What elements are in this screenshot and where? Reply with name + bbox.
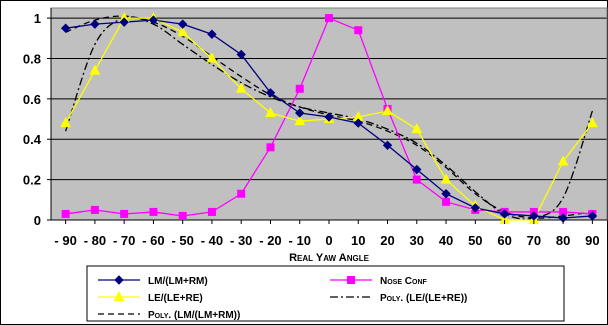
x-tick-label: - 70 <box>113 233 135 248</box>
x-tick-label: 30 <box>410 233 424 248</box>
x-tick-label: - 40 <box>201 233 223 248</box>
series-1-point <box>442 197 451 206</box>
series-1-point <box>295 84 304 93</box>
x-tick-label: - 80 <box>84 233 106 248</box>
x-tick-label: - 50 <box>171 233 193 248</box>
x-tick-label: 0 <box>325 233 332 248</box>
series-1-point <box>266 143 275 152</box>
legend-swatch-marker <box>113 290 125 301</box>
y-tick-labels: 0 0.2 0.4 0.6 0.8 1 <box>23 11 51 228</box>
series-0-point <box>60 23 71 33</box>
series-0-point <box>207 29 217 39</box>
series-1-point <box>354 26 363 35</box>
legend-label: Poly. (LM/(LM+RM)) <box>148 310 240 321</box>
legend-label: LE/(LE+RE) <box>148 293 203 304</box>
series-1-point <box>120 209 129 218</box>
x-tick-label: 10 <box>351 233 365 248</box>
legend-label: LM/(LM+RM) <box>148 276 208 287</box>
series-1-point <box>325 14 333 23</box>
series-2-point <box>265 106 276 117</box>
x-tick-label: 50 <box>468 233 482 248</box>
series-2-point <box>294 114 306 126</box>
legend-box <box>86 265 565 322</box>
series-0-point <box>177 19 188 29</box>
series-2-point <box>440 173 452 184</box>
series-0-point <box>265 88 276 98</box>
x-axis-title: Real Yaw Angle <box>289 252 370 264</box>
series-0-point <box>353 118 363 128</box>
series-2-point <box>60 117 71 128</box>
series-2-point <box>89 64 101 75</box>
series-0-point <box>236 49 246 60</box>
series-1-point <box>237 189 246 198</box>
series-2-point <box>557 155 569 166</box>
series-0-point <box>529 211 539 221</box>
series-0-point <box>324 112 334 122</box>
x-tick-label: 90 <box>585 233 599 248</box>
legend-label: Poly. (LE/(LE+RE)) <box>380 293 467 304</box>
y-tick-label: 0.8 <box>23 51 41 66</box>
series-2-point <box>411 123 423 134</box>
series-2-point <box>382 104 393 115</box>
series-2-point <box>587 117 598 128</box>
x-tick-label: - 10 <box>289 233 311 248</box>
series-3-line <box>65 16 593 220</box>
series-0-point <box>295 108 305 118</box>
x-tick-label: - 90 <box>54 233 76 248</box>
series-0-point <box>382 140 393 151</box>
y-tick-label: 0 <box>34 213 41 228</box>
series-0-point <box>470 203 481 213</box>
series-1-point <box>61 209 70 218</box>
legend-swatch-marker <box>114 275 124 285</box>
series-markers <box>60 12 598 224</box>
x-tick-label: 70 <box>527 233 541 248</box>
x-tick-label: 60 <box>497 233 511 248</box>
series-2-point <box>235 82 247 93</box>
x-tick-labels: - 90 - 80 - 70 - 60 - 50 - 40 - 30 - 20 - 10 0 10 2… <box>54 220 600 248</box>
series-0-point <box>90 19 100 29</box>
series-0-point <box>587 211 598 221</box>
y-tick-label: 1 <box>34 11 41 26</box>
x-tick-label: - 60 <box>142 233 164 248</box>
series-2-point <box>206 52 218 63</box>
series-1-point <box>178 211 187 220</box>
series-2-point <box>177 26 189 37</box>
x-tick-label: - 20 <box>259 233 281 248</box>
x-tick-label: - 30 <box>230 233 252 248</box>
x-tick-label: 80 <box>556 233 570 248</box>
series-1-point <box>90 205 99 214</box>
series-1-point <box>412 175 421 184</box>
series-0-point <box>412 164 422 175</box>
x-tick-label: 20 <box>380 233 394 248</box>
legend-label: Nose Conf <box>380 276 428 287</box>
series-1-point <box>207 207 216 216</box>
y-tick-label: 0.2 <box>23 173 41 188</box>
legend-swatch-marker <box>347 276 355 284</box>
x-tick-label: 40 <box>439 233 453 248</box>
series-0-point <box>148 15 159 25</box>
series-0-point <box>441 189 451 199</box>
y-tick-label: 0.4 <box>23 132 42 147</box>
series-0-point <box>119 17 129 27</box>
y-tick-label: 0.6 <box>23 92 41 107</box>
series-0-point <box>499 209 510 219</box>
series-1-point <box>149 207 158 216</box>
legend: LM/(LM+RM) Nose Conf LE/(LE+RE) Poly. (LE/(… <box>86 265 565 322</box>
